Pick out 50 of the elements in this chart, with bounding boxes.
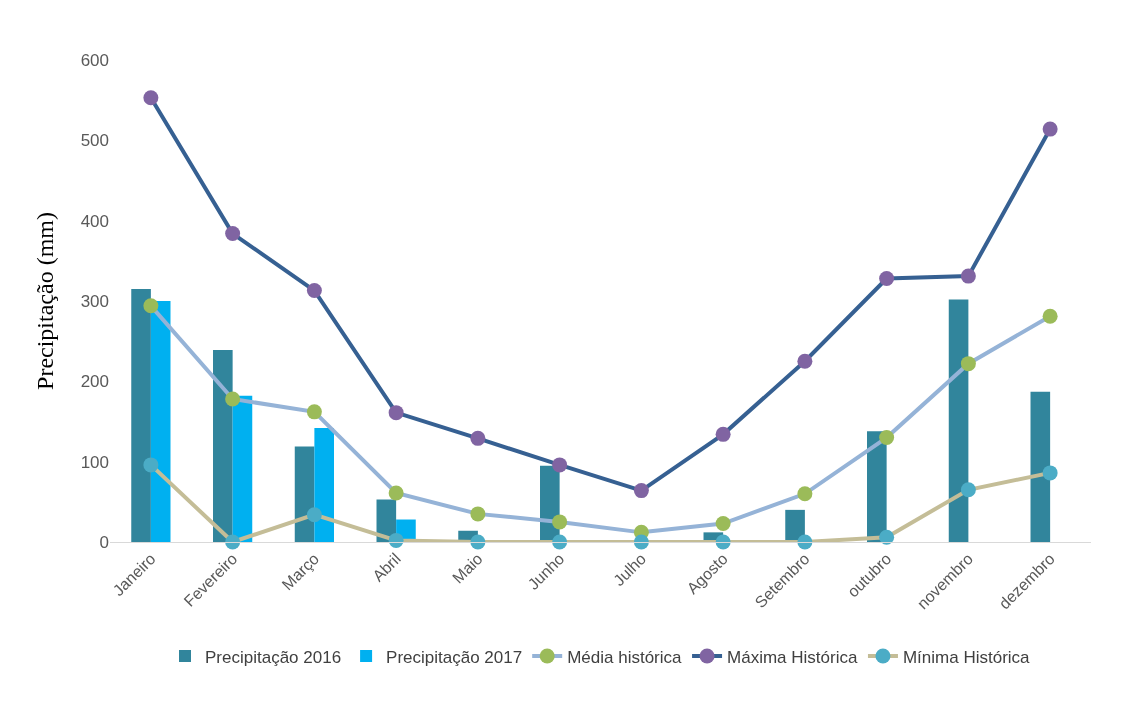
legend-label: Máxima Histórica xyxy=(727,647,858,667)
point xyxy=(143,90,159,106)
point xyxy=(388,405,404,421)
y-tick-label: 300 xyxy=(80,291,109,311)
point xyxy=(225,226,241,242)
point xyxy=(552,457,568,473)
bar xyxy=(1030,391,1051,542)
point xyxy=(715,516,731,532)
point xyxy=(470,506,486,522)
legend-label: Mínima Histórica xyxy=(902,647,1031,667)
bar xyxy=(150,301,171,542)
y-tick-label: 0 xyxy=(99,532,109,552)
point xyxy=(143,298,159,314)
point xyxy=(960,482,976,498)
point xyxy=(225,391,241,407)
legend-label: Média histórica xyxy=(567,647,683,667)
point xyxy=(960,268,976,284)
y-tick-label: 200 xyxy=(80,372,109,392)
point xyxy=(633,483,649,499)
bar xyxy=(213,350,233,542)
legend-label: Precipitação 2017 xyxy=(386,647,523,667)
point xyxy=(879,430,895,446)
point xyxy=(552,514,568,530)
point xyxy=(1042,121,1058,137)
y-tick-label: 100 xyxy=(80,452,109,472)
point xyxy=(470,430,486,446)
point xyxy=(1042,465,1058,481)
point xyxy=(306,404,322,420)
point xyxy=(797,353,813,369)
y-axis-title: Precipitação (mm) xyxy=(31,212,58,390)
point xyxy=(388,532,404,548)
bar xyxy=(948,299,969,542)
point xyxy=(306,283,322,299)
y-tick-label: 500 xyxy=(80,131,109,151)
point xyxy=(879,271,895,286)
point xyxy=(797,486,813,502)
bar xyxy=(294,446,315,542)
bar xyxy=(131,288,151,542)
legend-label: Precipitação 2016 xyxy=(205,647,342,667)
bar xyxy=(314,427,334,542)
bar xyxy=(232,395,253,542)
point xyxy=(306,507,322,523)
y-tick-label: 600 xyxy=(80,50,109,70)
point xyxy=(1042,308,1058,324)
point xyxy=(960,356,976,372)
y-tick-label: 400 xyxy=(80,211,109,231)
point xyxy=(879,529,895,545)
point xyxy=(143,457,159,473)
point xyxy=(715,426,731,442)
point xyxy=(388,485,404,501)
